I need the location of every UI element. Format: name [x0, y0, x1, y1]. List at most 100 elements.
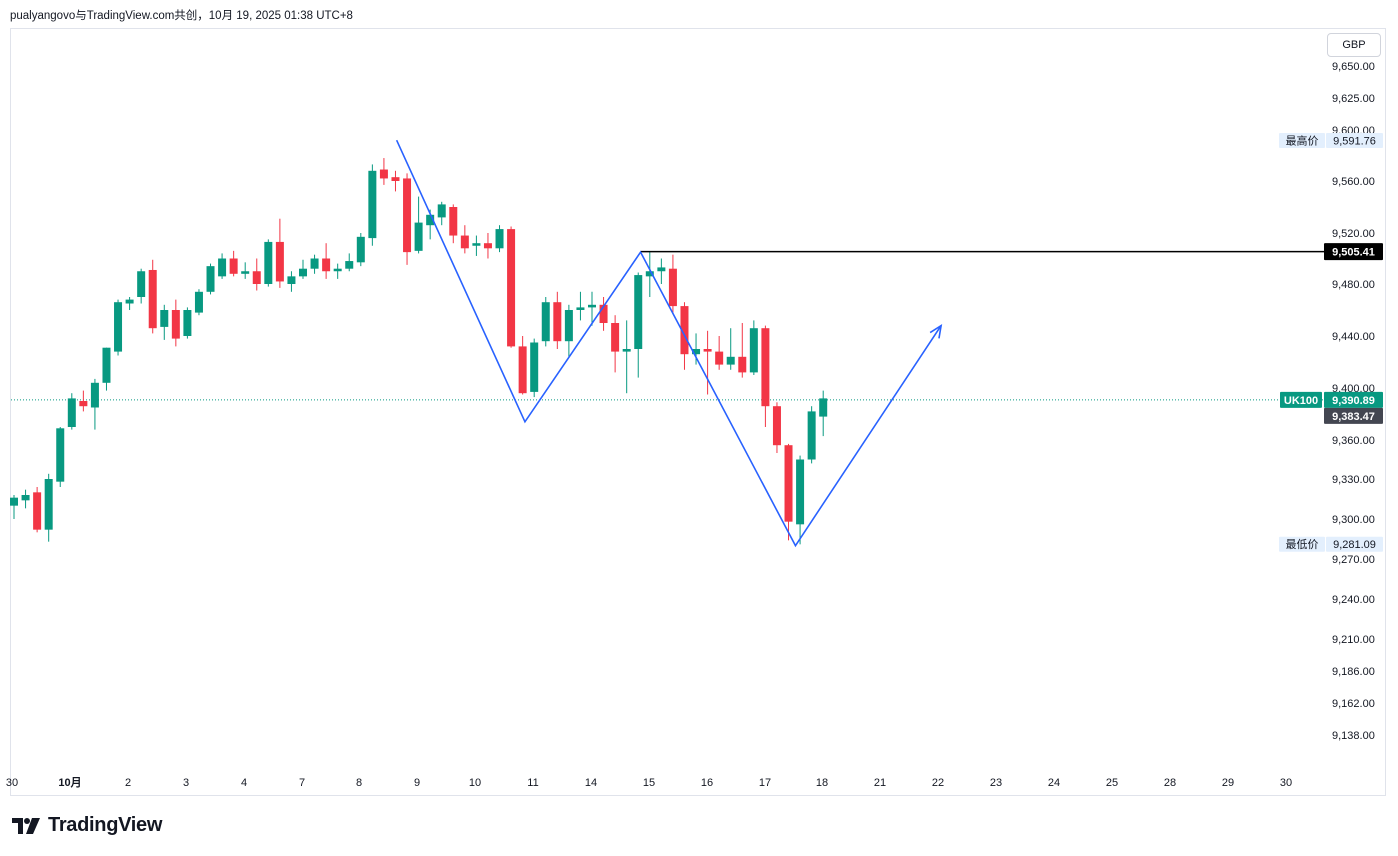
candle-body	[426, 214, 435, 226]
candle-down[interactable]	[449, 204, 458, 244]
candle-up[interactable]	[345, 253, 354, 272]
time-axis[interactable]: 30 10月 2 3 4 7 8 9 10 11 14 15 16 17 18 21 22 23 24 25 28 29 3…	[6, 776, 1292, 789]
price-tick-label: 9,330.00	[1332, 474, 1375, 486]
candle-body	[564, 310, 573, 342]
candle-down[interactable]	[715, 336, 724, 370]
candle-up[interactable]	[241, 262, 250, 279]
candle-body	[449, 207, 458, 236]
tradingview-logo-text: TradingView	[48, 814, 163, 836]
candle-up[interactable]	[137, 268, 146, 304]
candle-up[interactable]	[437, 201, 446, 226]
time-tick-label: 17	[759, 777, 771, 789]
candles-group	[10, 158, 828, 545]
candle-body	[530, 342, 539, 392]
high-value-badge: 9,591.76	[1326, 133, 1383, 149]
candle-up[interactable]	[495, 225, 504, 253]
candle-down[interactable]	[460, 225, 469, 254]
candle-up[interactable]	[749, 320, 758, 375]
candle-up[interactable]	[206, 263, 215, 295]
candle-up[interactable]	[218, 253, 227, 279]
candle-down[interactable]	[171, 299, 180, 347]
candle-up[interactable]	[114, 299, 123, 356]
time-tick-label: 24	[1048, 777, 1060, 789]
candle-up[interactable]	[657, 258, 666, 285]
candle-down[interactable]	[33, 487, 42, 533]
candle-down[interactable]	[322, 243, 331, 279]
candle-up[interactable]	[807, 406, 816, 464]
time-tick-label: 30	[1280, 777, 1292, 789]
candle-up[interactable]	[541, 297, 550, 347]
candle-up[interactable]	[333, 263, 342, 279]
time-tick-label: 16	[701, 777, 713, 789]
candle-body	[322, 258, 331, 272]
candle-down[interactable]	[703, 330, 712, 395]
candle-down[interactable]	[483, 233, 492, 259]
candle-up[interactable]	[645, 252, 654, 297]
candle-down[interactable]	[772, 402, 781, 453]
chart-frame[interactable]	[10, 28, 1386, 796]
candle-body	[391, 177, 400, 181]
candle-up[interactable]	[634, 272, 643, 378]
candle-up[interactable]	[56, 427, 65, 487]
candle-up[interactable]	[472, 235, 481, 256]
candle-down[interactable]	[668, 254, 677, 313]
candle-up[interactable]	[368, 164, 377, 246]
zigzag-path[interactable]	[395, 139, 942, 548]
candle-up[interactable]	[588, 291, 596, 326]
candle-up[interactable]	[310, 254, 319, 274]
candle-down[interactable]	[761, 325, 770, 427]
candle-down[interactable]	[784, 443, 793, 541]
candle-body	[356, 236, 365, 263]
candle-up[interactable]	[183, 307, 192, 339]
candle-up[interactable]	[10, 495, 18, 519]
candle-down[interactable]	[403, 173, 412, 265]
candle-up[interactable]	[692, 333, 701, 365]
candle-down[interactable]	[553, 291, 562, 349]
candle-up[interactable]	[622, 320, 631, 394]
candle-down[interactable]	[79, 390, 88, 412]
candle-up[interactable]	[287, 271, 296, 292]
candle-up[interactable]	[356, 233, 365, 267]
price-tick-label: 9,480.00	[1332, 279, 1375, 291]
candle-up[interactable]	[264, 239, 273, 287]
candle-up[interactable]	[44, 473, 53, 542]
candle-up[interactable]	[67, 393, 76, 430]
candle-up[interactable]	[576, 291, 585, 321]
candle-body	[726, 356, 735, 365]
candle-down[interactable]	[507, 226, 516, 348]
candle-body	[680, 306, 689, 355]
candle-up[interactable]	[414, 196, 423, 254]
candle-down[interactable]	[229, 250, 238, 277]
candle-body	[345, 261, 354, 269]
candle-up[interactable]	[299, 259, 307, 279]
candle-up[interactable]	[819, 390, 828, 437]
candle-down[interactable]	[379, 158, 388, 185]
candle-down[interactable]	[275, 218, 284, 288]
candle-body	[264, 241, 273, 284]
candle-body	[715, 351, 724, 365]
candle-up[interactable]	[530, 338, 539, 398]
candle-up[interactable]	[160, 304, 169, 340]
candle-up[interactable]	[125, 297, 134, 310]
candle-down[interactable]	[611, 315, 620, 373]
candle-up[interactable]	[90, 378, 99, 430]
candle-up[interactable]	[102, 347, 111, 391]
candle-down[interactable]	[738, 323, 747, 378]
candle-down[interactable]	[518, 336, 527, 395]
candle-down[interactable]	[148, 259, 157, 334]
tradingview-logo[interactable]: TradingView	[12, 814, 162, 837]
currency-button[interactable]: GBP	[1327, 33, 1381, 57]
candle-up[interactable]	[564, 304, 573, 357]
candle-down[interactable]	[391, 170, 400, 192]
zigzag-drawing[interactable]	[395, 139, 943, 548]
candle-down[interactable]	[252, 258, 261, 291]
candle-body	[634, 275, 643, 349]
candle-up[interactable]	[796, 455, 805, 545]
last-price-badge-text: 9,390.89	[1332, 395, 1375, 407]
price-axis[interactable]: 9,650.009,625.009,600.009,560.009,520.00…	[1332, 61, 1375, 742]
candle-up[interactable]	[21, 489, 30, 509]
candle-up[interactable]	[194, 289, 203, 316]
candle-down[interactable]	[599, 297, 608, 331]
candle-up[interactable]	[726, 328, 735, 370]
